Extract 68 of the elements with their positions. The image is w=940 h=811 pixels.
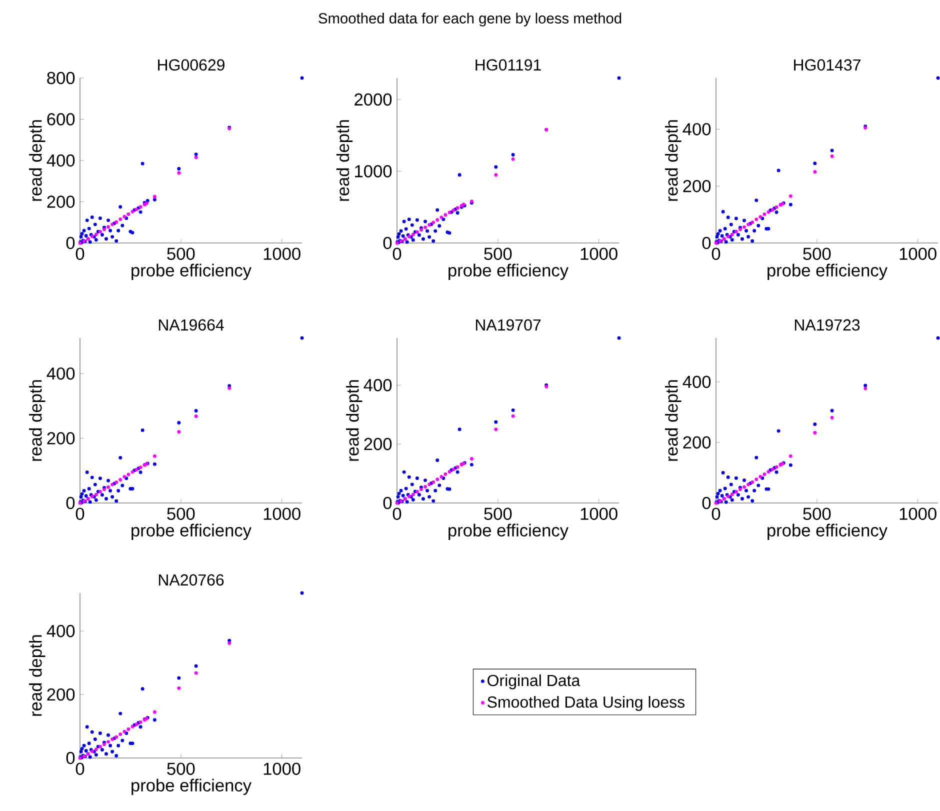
chart-title: NA20766 [158,574,224,586]
y-tick-label: 1000 [355,165,392,178]
y-tick-label: 0 [66,236,75,250]
x-tick-label: 0 [76,248,84,260]
x-tick-label: 1000 [264,762,300,775]
y-tick-label: 0 [66,752,75,764]
x-tick-label: 1000 [900,508,936,520]
x-tick-label: 1000 [580,508,618,520]
y-tick-label: 2000 [354,93,392,106]
chart-title: NA19707 [476,319,541,331]
x-tick-label: 500 [167,762,195,775]
x-tick-label: 1000 [580,248,618,260]
y-tick-label: 800 [47,72,75,84]
text: Smoothed data for each gene by loess method [318,12,622,26]
chart-title: HG01437 [794,59,860,71]
y-tick-label: 600 [47,113,75,126]
x-tick-label: 0 [76,762,84,775]
x-tick-label: 500 [167,248,195,260]
y-tick-label: 0 [702,236,711,250]
y-tick-label: 200 [47,196,75,208]
x-tick-label: 0 [392,508,402,520]
chart-title: HG01191 [476,59,541,71]
x-axis-title: probe efficiency [132,264,252,280]
y-tick-label: 200 [683,436,711,449]
y-tick-label: 200 [47,688,75,701]
x-axis-title: probe efficiency [768,524,888,540]
x-tick-label: 0 [712,248,720,260]
y-tick-label: 0 [702,496,711,510]
y-axis-title: read depth [346,380,362,461]
y-tick-label: 400 [682,376,711,388]
y-tick-label: 400 [46,624,75,638]
x-tick-label: 500 [484,248,512,260]
y-tick-label: 200 [47,432,75,444]
chart-title: HG00629 [158,59,224,71]
x-axis-title: probe efficiency [448,264,568,280]
x-axis-title: probe efficiency [132,524,252,540]
x-axis-title: probe efficiency [768,264,888,280]
x-tick-label: 0 [392,248,402,260]
y-tick-label: 400 [364,378,392,392]
y-tick-label: 400 [46,367,75,380]
x-tick-label: 0 [712,508,720,520]
y-tick-label: 0 [383,236,392,250]
y-tick-label: 0 [383,496,392,510]
x-tick-label: 500 [484,508,512,520]
chart-title: NA19664 [158,319,224,331]
y-tick-label: 200 [683,180,711,192]
legend-label: Smoothed Data Using loess [488,696,685,711]
y-tick-label: 200 [364,438,392,450]
x-tick-label: 1000 [264,248,300,260]
x-axis-title: probe efficiency [448,524,568,540]
chart-title: NA19723 [794,319,860,331]
x-tick-label: 500 [167,508,195,520]
y-axis-title: read depth [665,380,682,461]
y-tick-label: 0 [66,496,75,510]
legend-label: Original Data [488,674,580,690]
x-tick-label: 500 [803,248,831,260]
y-tick-label: 400 [46,154,75,167]
x-tick-label: 500 [803,508,831,520]
x-axis-title: probe efficiency [132,778,252,795]
x-tick-label: 1000 [900,248,936,260]
x-tick-label: 0 [76,508,84,520]
y-axis-title: read depth [29,120,46,201]
y-axis-title: read depth [665,120,682,201]
y-tick-label: 400 [682,123,711,136]
y-axis-title: read depth [336,120,353,201]
y-axis-title: read depth [29,635,46,716]
x-tick-label: 1000 [264,508,300,520]
y-axis-title: read depth [29,380,46,461]
